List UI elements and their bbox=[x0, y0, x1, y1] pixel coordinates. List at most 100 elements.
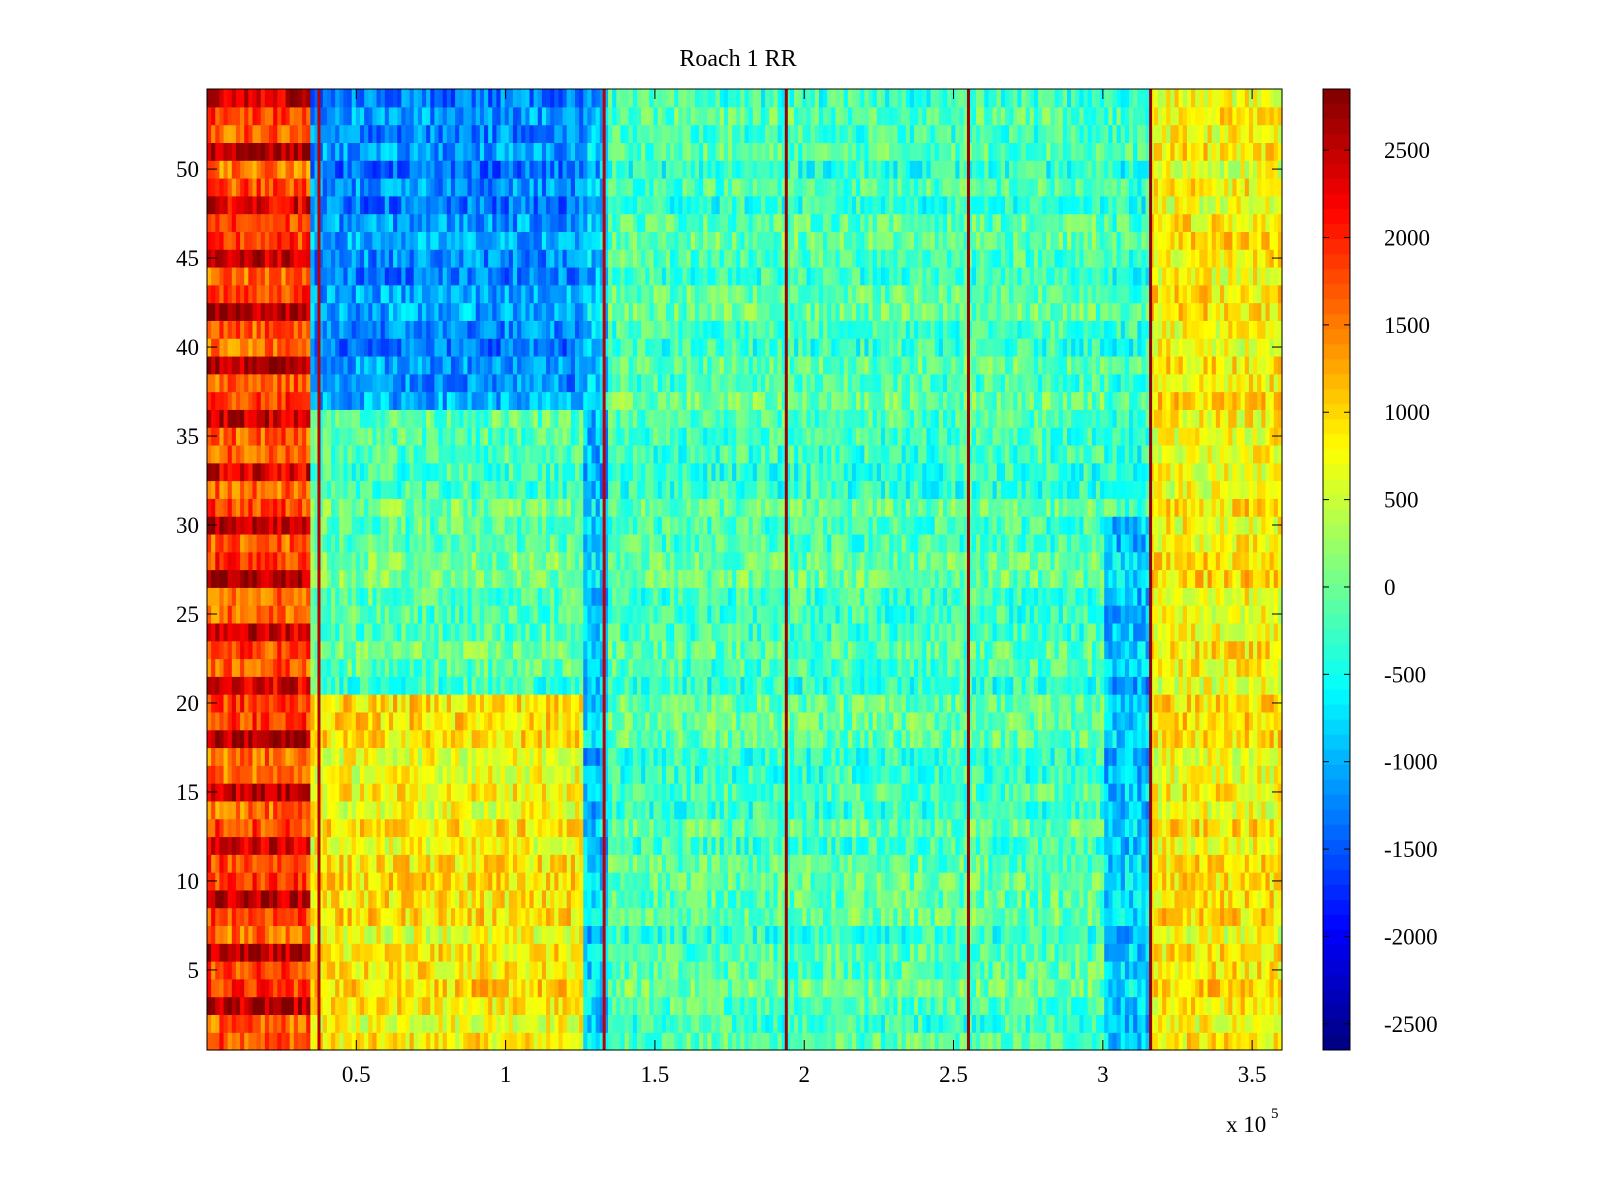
heatmap-cell bbox=[1277, 800, 1283, 820]
heatmap-cell bbox=[372, 747, 378, 766]
heatmap-cell bbox=[1013, 800, 1018, 820]
heatmap-cell bbox=[761, 889, 766, 909]
heatmap-cell bbox=[260, 800, 266, 820]
heatmap-cell bbox=[293, 836, 299, 855]
heatmap-cell bbox=[951, 907, 956, 927]
heatmap-cell bbox=[694, 1014, 700, 1033]
heatmap-cell bbox=[620, 818, 626, 838]
heatmap-cell bbox=[306, 836, 311, 855]
heatmap-cell bbox=[769, 854, 775, 873]
heatmap-cell bbox=[463, 836, 469, 855]
heatmap-cell bbox=[413, 943, 419, 962]
heatmap-cell bbox=[947, 996, 952, 1016]
heatmap-cell bbox=[426, 907, 431, 927]
heatmap-cell bbox=[405, 872, 411, 891]
heatmap-cell bbox=[715, 854, 721, 873]
heatmap-cell bbox=[616, 889, 622, 909]
heatmap-cell bbox=[922, 925, 928, 944]
heatmap-cell bbox=[467, 800, 473, 820]
heatmap-cell bbox=[802, 818, 808, 838]
heatmap-cell bbox=[1033, 889, 1039, 909]
heatmap-cell bbox=[521, 711, 526, 731]
heatmap-cell bbox=[1120, 872, 1126, 891]
heatmap-cell bbox=[562, 747, 568, 766]
heatmap-cell bbox=[670, 925, 675, 944]
heatmap-cell bbox=[984, 765, 990, 784]
heatmap-cell bbox=[566, 996, 572, 1016]
heatmap-cell bbox=[554, 1014, 560, 1033]
heatmap-cell bbox=[856, 1032, 861, 1051]
heatmap-cell bbox=[359, 694, 365, 713]
heatmap-cell bbox=[570, 996, 576, 1016]
heatmap-cell bbox=[484, 943, 489, 962]
heatmap-cell bbox=[450, 925, 456, 944]
heatmap-cell bbox=[818, 925, 824, 944]
heatmap-cell bbox=[1236, 1032, 1242, 1051]
heatmap-cell bbox=[839, 872, 845, 891]
heatmap-cell bbox=[798, 765, 803, 784]
heatmap-cell bbox=[533, 747, 539, 766]
heatmap-cell bbox=[1174, 783, 1180, 802]
heatmap-cell bbox=[785, 800, 791, 820]
heatmap-cell bbox=[1120, 889, 1126, 909]
heatmap-cell bbox=[761, 765, 766, 784]
heatmap-cell bbox=[827, 925, 832, 944]
heatmap-cell bbox=[273, 800, 278, 820]
heatmap-cell bbox=[1174, 818, 1180, 838]
heatmap-cell bbox=[864, 747, 870, 766]
heatmap-cell bbox=[422, 836, 427, 855]
heatmap-cell bbox=[397, 961, 402, 980]
heatmap-cell bbox=[649, 961, 655, 980]
heatmap-cell bbox=[988, 943, 994, 962]
heatmap-cell bbox=[645, 818, 650, 838]
heatmap-cell bbox=[926, 889, 932, 909]
heatmap-cell bbox=[637, 783, 642, 802]
heatmap-cell bbox=[302, 925, 307, 944]
heatmap-cell bbox=[996, 1032, 1002, 1051]
heatmap-cell bbox=[1042, 907, 1047, 927]
heatmap-cell bbox=[984, 854, 990, 873]
heatmap-cell bbox=[860, 1032, 865, 1051]
heatmap-cell bbox=[405, 694, 411, 713]
heatmap-cell bbox=[715, 800, 721, 820]
heatmap-cell bbox=[885, 729, 890, 749]
heatmap-cell bbox=[798, 1014, 803, 1033]
heatmap-cell bbox=[653, 818, 659, 838]
heatmap-cell bbox=[1186, 925, 1192, 944]
heatmap-cell bbox=[823, 747, 828, 766]
heatmap-cell bbox=[479, 996, 485, 1016]
heatmap-cell bbox=[397, 1014, 402, 1033]
heatmap-cell bbox=[207, 889, 212, 909]
heatmap-cell bbox=[1232, 1032, 1238, 1051]
heatmap-cell bbox=[914, 961, 919, 980]
heatmap-cell bbox=[649, 925, 655, 944]
heatmap-cell bbox=[488, 1014, 493, 1033]
heatmap-cell bbox=[934, 872, 940, 891]
heatmap-cell bbox=[244, 765, 249, 784]
heatmap-cell bbox=[806, 711, 812, 731]
heatmap-cell bbox=[740, 800, 746, 820]
heatmap-cell bbox=[252, 783, 258, 802]
heatmap-cell bbox=[504, 961, 510, 980]
heatmap-cell bbox=[248, 783, 254, 802]
heatmap-cell bbox=[1004, 978, 1010, 998]
heatmap-cell bbox=[289, 978, 295, 998]
heatmap-cell bbox=[326, 1032, 332, 1051]
heatmap-cell bbox=[823, 711, 828, 731]
heatmap-cell bbox=[1277, 925, 1283, 944]
heatmap-cell bbox=[1178, 996, 1184, 1016]
heatmap-cell bbox=[335, 1032, 340, 1051]
heatmap-cell bbox=[1050, 978, 1056, 998]
heatmap-cell bbox=[1129, 1032, 1134, 1051]
heatmap-cell bbox=[789, 996, 795, 1016]
heatmap-cell bbox=[492, 818, 498, 838]
heatmap-cell bbox=[1166, 854, 1171, 873]
heatmap-cell bbox=[1013, 889, 1018, 909]
heatmap-cell bbox=[579, 907, 584, 927]
heatmap-cell bbox=[1108, 711, 1114, 731]
heatmap-cell bbox=[1219, 711, 1225, 731]
heatmap-cell bbox=[603, 1014, 609, 1033]
heatmap-cell bbox=[430, 1032, 435, 1051]
heatmap-cell bbox=[690, 907, 696, 927]
heatmap-cell bbox=[223, 907, 229, 927]
